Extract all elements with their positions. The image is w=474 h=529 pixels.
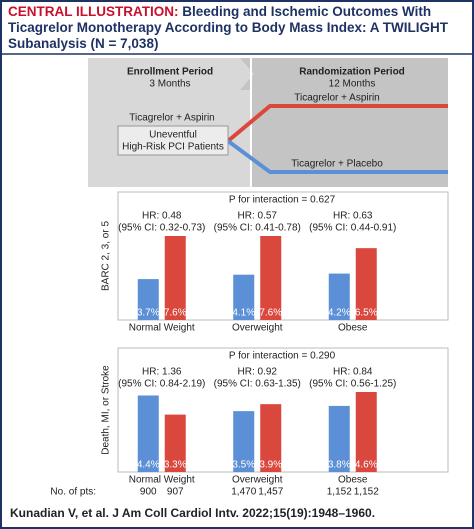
bar [328,273,350,320]
title: Ticagrelor Monotherapy According to Body… [8,20,449,35]
patient-count: 907 [167,487,184,498]
value-label: 7.6% [164,308,187,319]
value-label: 3.5% [232,460,255,471]
hr-label: HR: 0.92 [238,367,278,378]
footer: Kunadian V, et al. J Am Coll Cardiol Int… [10,506,375,520]
bar [137,395,159,472]
bar [355,392,377,472]
bar [137,279,159,320]
value-label: 7.6% [259,308,282,319]
ci-label: (95% CI: 0.32-0.73) [118,223,205,234]
arm-label: Ticagrelor + Aspirin [294,93,380,104]
plot-frame [117,191,449,321]
patient-count: 1,152 [354,487,379,498]
arm-label: Ticagrelor + Placebo [291,159,383,170]
value-label: 3.3% [164,460,187,471]
x-tick-label: Overweight [232,475,283,486]
hr-label: HR: 0.84 [333,367,373,378]
title: Bleeding and Ischemic Outcomes With [182,4,432,19]
hr-label: HR: 0.57 [238,211,278,222]
bar [164,414,186,472]
patient-count: 900 [140,487,157,498]
header: CENTRAL ILLUSTRATION: Bleeding and Ische… [8,4,468,52]
annotation: P for interaction = 0.290 [229,351,336,362]
period-duration: 3 Months [149,79,190,90]
header-label: CENTRAL ILLUSTRATION: [8,4,179,19]
value-label: 4.6% [355,460,378,471]
x-tick-label: Obese [338,475,368,486]
value-label: 4.2% [328,308,351,319]
value-label: 6.5% [355,308,378,319]
ci-label: (95% CI: 0.44-0.91) [309,223,396,234]
patient-count: 1,457 [258,487,283,498]
y-axis-label: Death, MI, or Stroke [101,365,112,455]
hr-label: HR: 0.48 [142,211,182,222]
bar [233,411,255,472]
value-label: 3.7% [137,308,160,319]
patients-label: No. of pts: [50,487,96,498]
plot-frame [117,347,449,473]
arm-line-blue [226,139,448,174]
y-axis-label: BARC 2, 3, or 5 [101,221,112,291]
x-tick-label: Normal Weight [129,323,195,334]
period-title: Randomization Period [299,67,405,78]
bar [164,236,186,320]
x-tick-label: Overweight [232,323,283,334]
box-text: Uneventful [149,130,197,141]
arm-line-red [226,104,448,143]
hr-label: HR: 1.36 [142,367,182,378]
value-label: 4.1% [232,308,255,319]
enrollment-header [88,58,254,90]
annotation: P for interaction = 0.627 [229,195,336,206]
value-label: 4.4% [137,460,160,471]
ci-label: (95% CI: 0.56-1.25) [309,379,396,390]
bar [260,236,282,320]
bar [260,404,282,472]
period-duration: 12 Months [329,79,376,90]
ci-label: (95% CI: 0.63-1.35) [214,379,301,390]
patient-box [117,125,229,156]
value-label: 3.9% [259,460,282,471]
box-text: High-Risk PCI Patients [122,142,224,153]
hr-label: HR: 0.63 [333,211,373,222]
ci-label: (95% CI: 0.41-0.78) [214,223,301,234]
title: Subanalysis (N = 7,038) [8,36,159,51]
patient-count: 1,152 [327,487,352,498]
bar [233,274,255,320]
patient-count: 1,470 [231,487,256,498]
value-label: 3.8% [328,460,351,471]
period-title: Enrollment Period [127,67,213,78]
arm-label: Ticagrelor + Aspirin [129,113,215,124]
bar [328,405,350,472]
x-tick-label: Normal Weight [129,475,195,486]
ci-label: (95% CI: 0.84-2.19) [118,379,205,390]
x-tick-label: Obese [338,323,368,334]
bar [355,248,377,320]
